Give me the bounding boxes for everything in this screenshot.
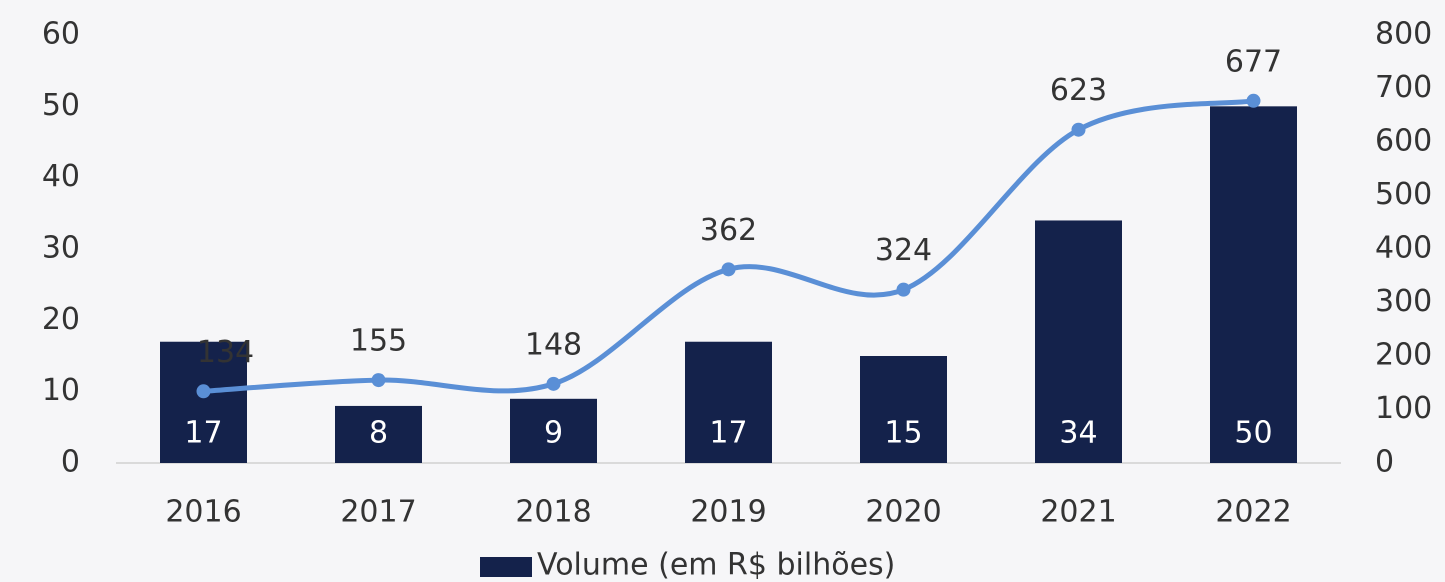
bar-value-label: 15 bbox=[884, 416, 922, 451]
y-tick-label: 0 bbox=[61, 445, 80, 480]
y-tick-label: 60 bbox=[42, 17, 80, 52]
line-value-label: 155 bbox=[350, 324, 407, 359]
bar-value-label: 34 bbox=[1059, 416, 1097, 451]
line-point bbox=[896, 282, 911, 297]
line-value-label: 148 bbox=[525, 327, 582, 362]
x-tick-label: 2016 bbox=[165, 495, 241, 530]
line-value-label: 324 bbox=[875, 233, 932, 268]
bar-value-label: 17 bbox=[709, 416, 747, 451]
y2-tick-label: 300 bbox=[1375, 284, 1432, 319]
line-value-label: 623 bbox=[1050, 73, 1107, 108]
line-point bbox=[1071, 122, 1086, 137]
bar bbox=[510, 398, 597, 463]
line-point bbox=[546, 376, 561, 391]
y-tick-label: 10 bbox=[42, 373, 80, 408]
x-tick-label: 2021 bbox=[1040, 495, 1116, 530]
y-tick-label: 20 bbox=[42, 302, 80, 337]
line-point bbox=[196, 384, 211, 399]
bar bbox=[685, 341, 772, 463]
bar-value-label: 50 bbox=[1234, 416, 1272, 451]
y2-tick-label: 500 bbox=[1375, 177, 1432, 212]
bar bbox=[1035, 220, 1122, 463]
bar-value-label: 8 bbox=[369, 416, 388, 451]
x-tick-label: 2018 bbox=[515, 495, 591, 530]
y2-tick-label: 0 bbox=[1375, 445, 1394, 480]
x-tick-label: 2019 bbox=[690, 495, 766, 530]
x-tick-label: 2022 bbox=[1215, 495, 1291, 530]
bar bbox=[335, 405, 422, 463]
y2-tick-label: 800 bbox=[1375, 17, 1432, 52]
y2-tick-label: 400 bbox=[1375, 231, 1432, 266]
legend-label: Volume (em R$ bilhões) bbox=[537, 548, 895, 582]
x-tick-label: 2017 bbox=[340, 495, 416, 530]
y2-tick-label: 700 bbox=[1375, 70, 1432, 105]
x-tick-label: 2020 bbox=[865, 495, 941, 530]
y-tick-label: 30 bbox=[42, 231, 80, 266]
bar-value-label: 9 bbox=[544, 416, 563, 451]
line-point bbox=[371, 373, 386, 388]
y-tick-label: 40 bbox=[42, 159, 80, 194]
legend-swatch bbox=[480, 557, 532, 577]
line-point bbox=[1246, 93, 1261, 108]
line-value-label: 362 bbox=[700, 213, 757, 248]
bar-value-label: 17 bbox=[184, 416, 222, 451]
bar bbox=[160, 341, 247, 463]
y2-tick-label: 100 bbox=[1375, 391, 1432, 426]
y2-tick-label: 600 bbox=[1375, 124, 1432, 159]
line-value-label: 677 bbox=[1225, 44, 1282, 79]
y-tick-label: 50 bbox=[42, 88, 80, 123]
line-point bbox=[721, 262, 736, 277]
line-value-label: 134 bbox=[197, 335, 254, 370]
y2-tick-label: 200 bbox=[1375, 338, 1432, 373]
bar bbox=[860, 356, 947, 463]
bar bbox=[1210, 106, 1297, 463]
